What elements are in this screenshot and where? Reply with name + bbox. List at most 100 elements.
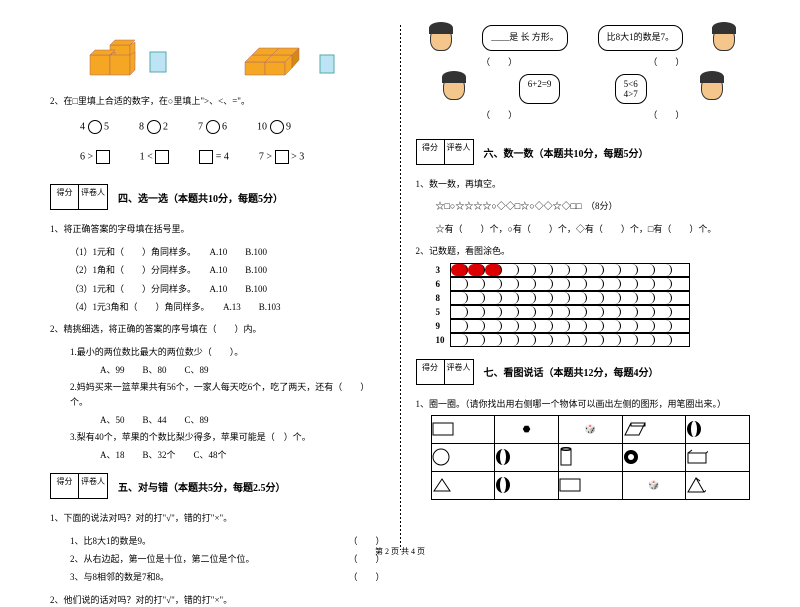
count-cell[interactable] [485,334,502,346]
count-cell[interactable] [553,334,570,346]
count-cell[interactable] [672,320,689,332]
count-cell[interactable] [570,306,587,318]
count-cell[interactable] [604,306,621,318]
count-cell[interactable] [519,320,536,332]
count-cell[interactable] [604,264,621,276]
fill-item[interactable]: 4 5 [80,120,109,134]
count-cell[interactable] [468,334,485,346]
count-cell[interactable] [536,292,553,304]
fill-item[interactable]: 8 2 [139,120,168,134]
shapes-table[interactable]: ⬣🎲 🎲 [431,415,751,500]
s4q2-3[interactable]: 3.梨有40个，苹果的个数比梨少得多，苹果可能是（ ）个。 [70,430,385,444]
fill-item[interactable]: 10 9 [257,120,291,134]
count-cell[interactable] [638,264,655,276]
count-cell[interactable] [468,292,485,304]
fill-item[interactable]: = 4 [199,150,229,164]
count-cell[interactable] [638,292,655,304]
paren-row[interactable]: （ ）（ ） [416,108,751,121]
count-cell[interactable] [502,306,519,318]
fill-item[interactable]: 7 6 [198,120,227,134]
count-cell[interactable] [468,278,485,290]
fill-item[interactable]: 6 > [80,150,110,164]
count-cell[interactable] [468,264,485,276]
count-grid[interactable]: 3685910 [436,263,751,347]
count-cell[interactable] [553,264,570,276]
s4q1-item[interactable]: （1）1元和（ ）角同样多。 A.10 B.100 [70,245,385,259]
count-cell[interactable] [655,278,672,290]
count-cell[interactable] [587,334,604,346]
count-cell[interactable] [672,306,689,318]
s6q1-answer[interactable]: ☆有（ ）个，○有（ ）个，◇有（ ）个，□有（ ）个。 [436,222,751,236]
count-row[interactable]: 5 [436,305,751,319]
count-cell[interactable] [519,334,536,346]
count-cell[interactable] [655,320,672,332]
count-cell[interactable] [672,292,689,304]
s5q1-item[interactable]: 3、与8相邻的数是7和8。（ ） [70,570,385,584]
count-cell[interactable] [519,292,536,304]
count-cell[interactable] [485,306,502,318]
s4q2-3-opts[interactable]: A、18 B、32个 C、48个 [100,448,385,461]
count-cell[interactable] [672,278,689,290]
count-cell[interactable] [451,334,468,346]
count-row[interactable]: 6 [436,277,751,291]
count-cell[interactable] [604,320,621,332]
s4q1-item[interactable]: （3）1元和（ ）分同样多。 A.10 B.100 [70,282,385,296]
count-cell[interactable] [570,278,587,290]
count-cell[interactable] [655,334,672,346]
count-cells[interactable] [450,319,690,333]
count-cell[interactable] [655,306,672,318]
count-cell[interactable] [638,278,655,290]
count-cell[interactable] [604,292,621,304]
count-row[interactable]: 9 [436,319,751,333]
count-cells[interactable] [450,291,690,305]
count-cell[interactable] [553,292,570,304]
count-cell[interactable] [655,292,672,304]
s4q2-2[interactable]: 2.妈妈买来一篮苹果共有56个，一家人每天吃6个，吃了两天，还有（ ）个。 [70,380,385,409]
count-cell[interactable] [502,278,519,290]
count-cell[interactable] [587,278,604,290]
count-cell[interactable] [621,306,638,318]
count-cell[interactable] [519,278,536,290]
count-cell[interactable] [553,306,570,318]
count-cell[interactable] [587,264,604,276]
s4q2-2-opts[interactable]: A、50 B、44 C、89 [100,413,385,426]
count-cell[interactable] [621,292,638,304]
count-cell[interactable] [468,306,485,318]
count-cell[interactable] [621,320,638,332]
count-cell[interactable] [553,320,570,332]
count-cell[interactable] [485,264,502,276]
count-cell[interactable] [485,278,502,290]
count-cell[interactable] [587,320,604,332]
count-cell[interactable] [621,278,638,290]
count-cell[interactable] [519,306,536,318]
s4q1-item[interactable]: （2）1角和（ ）分同样多。 A.10 B.100 [70,263,385,277]
count-cell[interactable] [570,320,587,332]
count-cell[interactable] [468,320,485,332]
count-row[interactable]: 8 [436,291,751,305]
count-cell[interactable] [451,320,468,332]
count-cell[interactable] [502,264,519,276]
count-cell[interactable] [672,264,689,276]
count-cell[interactable] [451,278,468,290]
count-cell[interactable] [536,278,553,290]
count-row[interactable]: 10 [436,333,751,347]
count-cell[interactable] [536,306,553,318]
count-row[interactable]: 3 [436,263,751,277]
count-cell[interactable] [621,264,638,276]
count-cell[interactable] [587,292,604,304]
paren-row[interactable]: （ ）（ ） [416,55,751,68]
count-cell[interactable] [570,334,587,346]
s4q2-1-opts[interactable]: A、99 B、80 C、89 [100,363,385,376]
count-cell[interactable] [536,320,553,332]
count-cell[interactable] [536,334,553,346]
count-cell[interactable] [638,320,655,332]
s4q1-item[interactable]: （4）1元3角和（ ）角同样多。 A.13 B.103 [70,300,385,314]
count-cell[interactable] [655,264,672,276]
count-cell[interactable] [485,320,502,332]
count-cell[interactable] [553,278,570,290]
count-cells[interactable] [450,305,690,319]
count-cell[interactable] [451,306,468,318]
count-cell[interactable] [519,264,536,276]
count-cell[interactable] [604,278,621,290]
count-cell[interactable] [570,292,587,304]
